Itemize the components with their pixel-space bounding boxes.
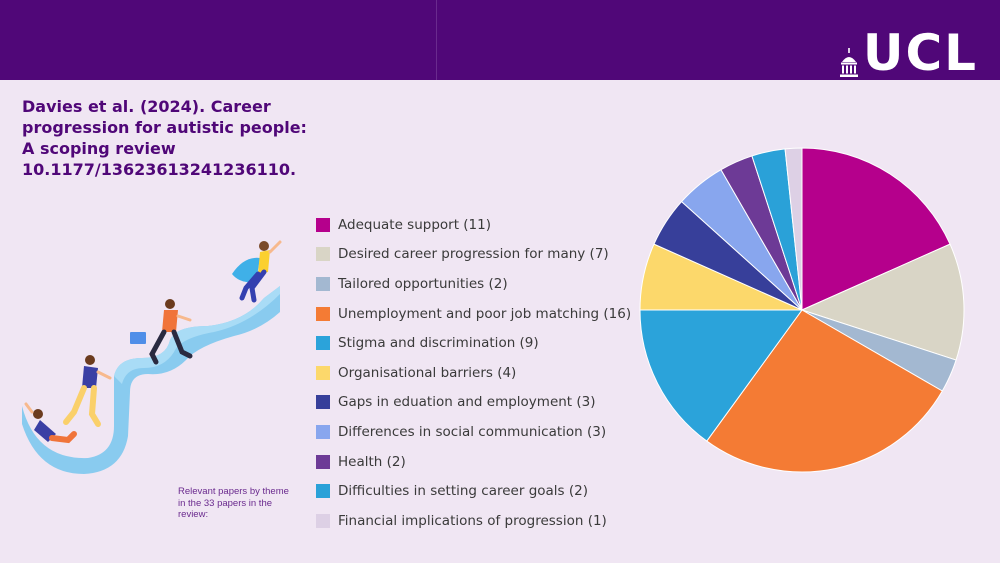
legend-item: Gaps in eduation and employment (3) xyxy=(316,388,631,418)
legend-item: Stigma and discrimination (9) xyxy=(316,328,631,358)
legend-label: Difficulties in setting career goals (2) xyxy=(338,483,588,500)
legend-swatch xyxy=(316,336,330,351)
portico-dome-icon xyxy=(839,48,858,77)
legend-label: Tailored opportunities (2) xyxy=(338,275,508,292)
legend-item: Difficulties in setting career goals (2) xyxy=(316,476,631,506)
legend-label: Gaps in eduation and employment (3) xyxy=(338,394,596,411)
legend-swatch xyxy=(316,395,330,410)
legend-item: Organisational barriers (4) xyxy=(316,358,631,388)
legend-swatch xyxy=(316,276,330,291)
legend-swatch xyxy=(316,484,330,499)
legend-item: Desired career progression for many (7) xyxy=(316,240,631,270)
title-line: progression for autistic people: xyxy=(22,118,307,137)
legend-swatch xyxy=(316,424,330,439)
page-title: Davies et al. (2024). Career progression… xyxy=(22,96,322,180)
legend-item: Health (2) xyxy=(316,447,631,477)
legend-label: Stigma and discrimination (9) xyxy=(338,335,539,352)
header-bar: UCL xyxy=(0,0,1000,80)
legend-label: Desired career progression for many (7) xyxy=(338,246,609,263)
title-line: 10.1177/13623613241236110. xyxy=(22,160,297,179)
pie-slice xyxy=(800,243,965,361)
title-line: Davies et al. (2024). Career xyxy=(22,97,271,116)
legend-swatch xyxy=(316,365,330,380)
legend-item: Differences in social communication (3) xyxy=(316,417,631,447)
legend-label: Financial implications of progression (1… xyxy=(338,512,607,529)
pie-slice xyxy=(801,147,951,311)
career-progression-climbing-illustration xyxy=(22,240,282,474)
legend-label: Organisational barriers (4) xyxy=(338,364,517,381)
legend-swatch xyxy=(316,513,330,528)
legend-swatch xyxy=(316,247,330,262)
legend-label: Differences in social communication (3) xyxy=(338,423,607,440)
pie-slice xyxy=(706,309,943,473)
legend-label: Unemployment and poor job matching (16) xyxy=(338,305,632,322)
chart-legend: Adequate support (11) Desired career pro… xyxy=(316,210,631,536)
legend-label: Health (2) xyxy=(338,453,406,470)
legend-item: Adequate support (11) xyxy=(316,210,631,240)
chart-caption: Relevant papers by theme in the 33 paper… xyxy=(178,486,289,520)
legend-label: Adequate support (11) xyxy=(338,216,491,233)
pie-slice xyxy=(639,309,803,442)
legend-swatch xyxy=(316,306,330,321)
logo-text: UCL xyxy=(862,24,978,82)
pie-chart xyxy=(639,147,965,473)
legend-swatch xyxy=(316,454,330,469)
legend-item: Unemployment and poor job matching (16) xyxy=(316,299,631,329)
header-divider xyxy=(436,0,437,80)
legend-swatch xyxy=(316,217,330,232)
legend-item: Tailored opportunities (2) xyxy=(316,269,631,299)
pie-slice xyxy=(784,147,803,311)
legend-item: Financial implications of progression (1… xyxy=(316,506,631,536)
title-line: A scoping review xyxy=(22,139,176,158)
ucl-logo: UCL xyxy=(839,28,978,78)
